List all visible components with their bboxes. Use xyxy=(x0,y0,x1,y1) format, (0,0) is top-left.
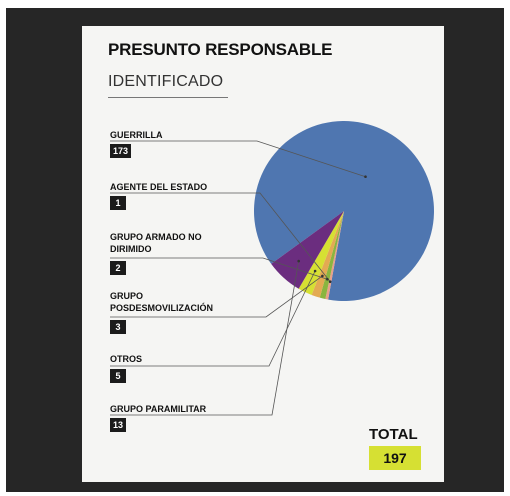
frame: PRESUNTO RESPONSABLE IDENTIFICADO GUERRI… xyxy=(6,8,504,492)
leader-dot-agente-del-estado xyxy=(328,280,332,283)
legend-count-agente-del-estado: 1 xyxy=(110,196,126,210)
legend-label-agente-del-estado: AGENTE DEL ESTADO xyxy=(110,182,208,192)
subtitle-rule xyxy=(108,97,228,98)
leader-dot-guerrilla xyxy=(364,175,367,178)
legend-label-grupo-armado: GRUPO ARMADO NO DIRIMIDO xyxy=(110,232,202,254)
leader-line-posdesmovilizacion xyxy=(110,275,323,318)
leader-dot-posdesmovilizacion xyxy=(321,274,324,278)
leader-dot-grupo-armado xyxy=(326,277,329,281)
leader-line-guerrilla xyxy=(110,140,366,178)
pie-slice-agente-del-estado xyxy=(325,211,344,300)
leader-dot-grupo-paramilitar xyxy=(297,259,300,263)
legend-label-guerrilla: GUERRILLA xyxy=(110,130,163,140)
legend-label-grupo-paramilitar: GRUPO PARAMILITAR xyxy=(110,404,207,414)
pie-slice-grupo-paramilitar xyxy=(271,211,344,289)
legend-count-guerrilla: 173 xyxy=(110,144,132,158)
leader-line-otros xyxy=(110,270,316,367)
legend-count-grupo-paramilitar: 13 xyxy=(110,418,127,432)
leader-line-grupo-paramilitar xyxy=(110,261,300,416)
legend-count-posdesmovilizacion: 3 xyxy=(110,320,126,334)
infographic-card: PRESUNTO RESPONSABLE IDENTIFICADO GUERRI… xyxy=(82,26,444,482)
total-label: TOTAL xyxy=(369,426,418,443)
leader-line-grupo-armado xyxy=(110,257,328,280)
pie-slice-guerrilla xyxy=(253,120,434,301)
legend-label-posdesmovilizacion: GRUPO POSDESMOVILIZACIÓN xyxy=(110,291,214,313)
legend-count-grupo-armado: 2 xyxy=(110,261,126,275)
total-value: 197 xyxy=(369,446,421,470)
legend-count-otros: 5 xyxy=(110,369,126,383)
pie-slice-grupo-armado xyxy=(319,211,344,300)
chart-subtitle: IDENTIFICADO xyxy=(108,73,224,90)
pie-slice-otros xyxy=(298,211,344,295)
pie-slice-posdesmovilizacion xyxy=(311,211,344,298)
legend-label-otros: OTROS xyxy=(110,354,143,364)
pie-chart xyxy=(110,120,434,416)
chart-title: PRESUNTO RESPONSABLE xyxy=(108,40,333,59)
leader-dot-otros xyxy=(313,269,317,273)
leader-line-agente-del-estado xyxy=(110,192,331,282)
